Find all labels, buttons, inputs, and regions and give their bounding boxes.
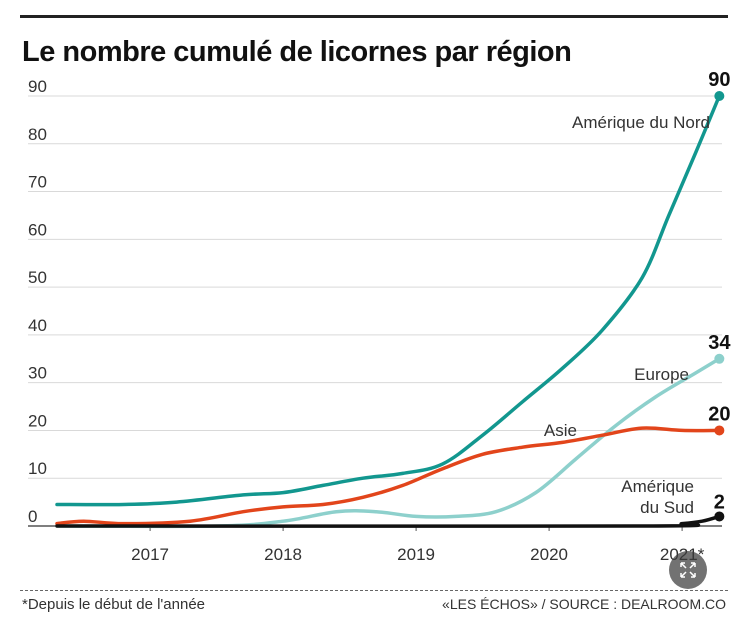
y-tick-label: 30 bbox=[28, 364, 47, 383]
x-tick-label: 2019 bbox=[397, 545, 435, 564]
series-label-amerique-du-nord: Amérique du Nord bbox=[572, 113, 710, 132]
x-tick-label: 2018 bbox=[264, 545, 302, 564]
source-credit: «LES ÉCHOS» / SOURCE : DEALROOM.CO bbox=[442, 596, 726, 612]
y-tick-label: 80 bbox=[28, 125, 47, 144]
y-tick-label: 40 bbox=[28, 316, 47, 335]
y-tick-label: 60 bbox=[28, 220, 47, 239]
end-value-label-europe: 34 bbox=[708, 332, 731, 354]
footer-divider bbox=[20, 590, 728, 591]
expand-button[interactable] bbox=[669, 551, 707, 589]
top-rule bbox=[20, 15, 728, 18]
expand-icon bbox=[680, 562, 696, 578]
series-line-europe bbox=[55, 357, 722, 529]
y-tick-label: 70 bbox=[28, 173, 47, 192]
x-tick-label: 2017 bbox=[131, 545, 169, 564]
end-value-label-amerique-du-sud: 2 bbox=[714, 491, 725, 513]
series-line-asie bbox=[55, 426, 722, 526]
end-point-amerique-du-nord bbox=[714, 91, 725, 101]
y-tick-label: 50 bbox=[28, 268, 47, 287]
y-tick-label: 0 bbox=[28, 507, 37, 526]
x-tick-label: 2020 bbox=[530, 545, 568, 564]
series-label-amerique-du-sud: Amérique bbox=[621, 477, 694, 496]
end-value-label-amerique-du-nord: 90 bbox=[708, 69, 730, 91]
series-line-amerique-du-sud bbox=[55, 514, 722, 528]
end-value-label-asie: 20 bbox=[708, 403, 730, 425]
series-label-amerique-du-sud: du Sud bbox=[640, 498, 694, 517]
footnote: *Depuis le début de l'année bbox=[22, 596, 206, 613]
y-tick-label: 90 bbox=[28, 77, 47, 96]
y-tick-label: 20 bbox=[28, 411, 47, 430]
end-point-asie bbox=[714, 425, 725, 436]
series-line-amerique-du-nord bbox=[55, 94, 722, 507]
chart-title: Le nombre cumulé de licornes par région bbox=[22, 36, 572, 68]
series-label-asie: Asie bbox=[544, 421, 577, 440]
y-tick-label: 10 bbox=[28, 459, 47, 478]
end-point-amerique-du-sud bbox=[714, 511, 725, 522]
end-point-europe bbox=[714, 353, 725, 364]
series-label-europe: Europe bbox=[634, 365, 689, 384]
